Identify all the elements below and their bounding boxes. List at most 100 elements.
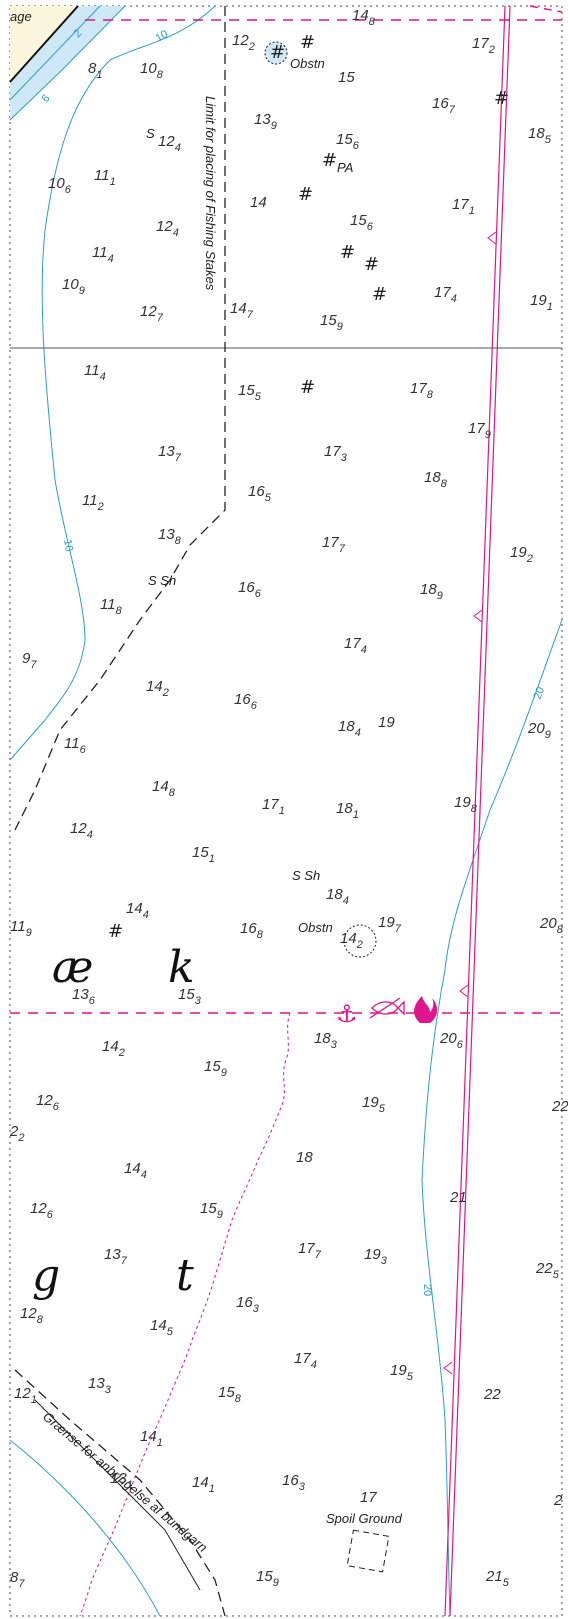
sounding: 14 — [250, 194, 267, 211]
sounding: 195 — [362, 1094, 386, 1115]
wreck-icon: # — [372, 284, 387, 305]
sounding: 215 — [485, 1568, 510, 1589]
sounding: 206 — [439, 1030, 464, 1051]
sounding: 208 — [539, 915, 564, 936]
sounding: 184 — [326, 886, 349, 907]
sounding: 185 — [528, 125, 552, 146]
wreck-icon: # — [322, 150, 337, 171]
sounding: 144 — [124, 1160, 147, 1181]
spoil-ground-label: Spoil Ground — [326, 1511, 403, 1526]
sounding: 167 — [432, 95, 456, 116]
contour-2 — [9, 5, 101, 101]
obstructions — [264, 41, 390, 1573]
wreck-symbols: # # # # # # # # # # — [108, 32, 509, 942]
sounding: 139 — [254, 111, 277, 132]
depth-label: 10 — [154, 28, 171, 45]
s-sh-label-1: S Sh — [148, 573, 176, 588]
sounding: 147 — [230, 300, 254, 321]
place-letter-k: k — [168, 942, 195, 993]
sounding: 137 — [104, 1246, 128, 1267]
sounding: 163 — [236, 1294, 260, 1315]
sounding: 21 — [449, 1189, 467, 1206]
sounding: 108 — [140, 60, 164, 81]
wreck-icon: # — [298, 184, 313, 205]
anchor-fish-symbols: ⚓ — [336, 996, 438, 1028]
spoil-ground-area — [346, 1529, 390, 1573]
sounding: 112 — [82, 492, 104, 513]
sounding: 124 — [158, 133, 181, 154]
sounding: 127 — [140, 303, 164, 324]
fire-icon — [414, 996, 438, 1023]
sounding: 151 — [192, 844, 215, 865]
sounding: 15 — [338, 69, 355, 86]
sounding: 156 — [336, 131, 360, 152]
sounding: 191 — [530, 292, 553, 313]
sounding: 109 — [62, 276, 85, 297]
sounding: 188 — [424, 469, 448, 490]
sounding: 195 — [390, 1362, 414, 1383]
anchor-icon: ⚓ — [336, 1000, 358, 1028]
sounding: 209 — [527, 720, 551, 741]
wreck-icon: # — [340, 242, 355, 263]
sounding: 173 — [324, 443, 348, 464]
sounding: 197 — [378, 914, 402, 935]
sounding: 174 — [294, 1350, 317, 1371]
place-letter-g: g — [32, 1250, 60, 1301]
sounding: 22 — [9, 1123, 24, 1144]
sounding: 171 — [262, 796, 285, 817]
sounding: 126 — [30, 1200, 54, 1221]
sounding: 156 — [350, 212, 374, 233]
route-arrows — [443, 231, 497, 1375]
chart-frame — [9, 5, 563, 1617]
sounding: 159 — [320, 312, 343, 333]
sounding: 22 — [483, 1386, 501, 1403]
sounding: 2 — [553, 1492, 563, 1509]
sounding: 136 — [72, 986, 96, 1007]
s-sh-label-2: S Sh — [292, 868, 320, 883]
sounding: 171 — [452, 196, 475, 217]
depth-label: 10 — [61, 538, 75, 552]
sounding: 225 — [535, 1260, 560, 1281]
sounding: 189 — [420, 581, 443, 602]
contour-20 — [421, 619, 563, 1617]
sounding: 192 — [510, 544, 533, 565]
sounding: 137 — [158, 443, 182, 464]
obstruction-circle-north — [264, 41, 288, 65]
sounding: 126 — [36, 1092, 60, 1113]
sounding: 118 — [100, 596, 123, 617]
sounding: 81 — [88, 60, 102, 81]
sounding: 177 — [298, 1240, 322, 1261]
sounding: 159 — [200, 1200, 223, 1221]
sounding: 178 — [410, 380, 434, 401]
sounding: 148 — [152, 778, 176, 799]
sounding: 183 — [314, 1030, 338, 1051]
sounding: 106 — [48, 175, 72, 196]
sounding: 174 — [434, 284, 457, 305]
sounding: 124 — [156, 218, 179, 239]
wreck-icon: # — [108, 921, 123, 942]
sounding: 153 — [178, 986, 202, 1007]
sounding: 159 — [204, 1058, 227, 1079]
sounding: 18 — [296, 1149, 313, 1166]
sounding: 138 — [158, 526, 182, 547]
sounding: 159 — [256, 1568, 279, 1589]
sounding: 158 — [218, 1384, 242, 1405]
place-letter-t: t — [176, 1250, 194, 1301]
sounding: 172 — [472, 35, 495, 56]
sounding: 144 — [126, 900, 149, 921]
wreck-icon: # — [270, 42, 285, 63]
sounding: 198 — [454, 794, 478, 815]
sounding: 19 — [378, 714, 395, 731]
place-letter-ae: æ — [52, 942, 93, 993]
route-line-west — [444, 5, 506, 1617]
sounding: 114 — [92, 244, 114, 265]
obstn-label-south: Obstn — [298, 920, 333, 935]
sounding: 133 — [88, 1375, 112, 1396]
sounding: 114 — [84, 362, 106, 383]
sounding: 148 — [352, 7, 376, 28]
sounding: 179 — [468, 420, 491, 441]
